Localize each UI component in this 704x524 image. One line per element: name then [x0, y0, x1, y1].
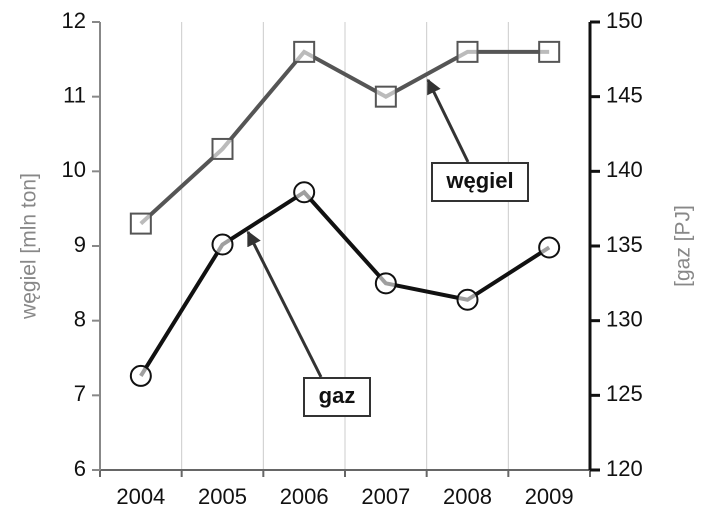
- y2-tick-label: 150: [606, 8, 643, 33]
- x-tick-label: 2008: [443, 484, 492, 509]
- point-marker: [456, 288, 479, 311]
- y-tick-label: 10: [62, 157, 86, 182]
- point-marker: [293, 181, 316, 204]
- y2-tick-label: 130: [606, 306, 643, 331]
- y-tick-label: 6: [74, 456, 86, 481]
- y2-tick-label: 120: [606, 456, 643, 481]
- y2-axis-title: [gaz [PJ]: [672, 205, 695, 287]
- x-tick-label: 2006: [280, 484, 329, 509]
- point-marker: [129, 364, 152, 387]
- point-marker: [538, 236, 561, 259]
- y-tick-label: 8: [74, 306, 86, 331]
- y2-tick-label: 125: [606, 381, 643, 406]
- point-marker: [293, 40, 316, 63]
- x-tick-label: 2007: [361, 484, 410, 509]
- series-line: [139, 189, 551, 377]
- annotation: gaz: [319, 383, 356, 408]
- annotation-box: [431, 162, 529, 202]
- point-marker: [129, 212, 152, 235]
- y2-tick-label: 145: [606, 82, 643, 107]
- point-marker: [211, 233, 234, 256]
- y2-tick-label: 140: [606, 157, 643, 182]
- y2-tick-label: 135: [606, 232, 643, 257]
- y-axis-title: węgiel [mln ton]: [18, 173, 41, 320]
- x-tick-label: 2004: [116, 484, 165, 509]
- point-marker: [211, 137, 234, 160]
- annotation-arrow: [426, 78, 470, 163]
- annotation-arrow: [246, 230, 323, 378]
- annotation-box: [303, 377, 371, 417]
- point-marker: [538, 40, 561, 63]
- annotation: węgiel: [445, 168, 513, 193]
- point-marker: [374, 272, 397, 295]
- series-line: [139, 49, 550, 226]
- y-tick-label: 7: [74, 381, 86, 406]
- y-tick-label: 12: [62, 8, 86, 33]
- y-tick-label: 9: [74, 232, 86, 257]
- y-tick-label: 11: [63, 82, 86, 107]
- point-marker: [456, 40, 479, 63]
- x-tick-label: 2009: [525, 484, 574, 509]
- point-marker: [374, 85, 397, 108]
- x-tick-label: 2005: [198, 484, 247, 509]
